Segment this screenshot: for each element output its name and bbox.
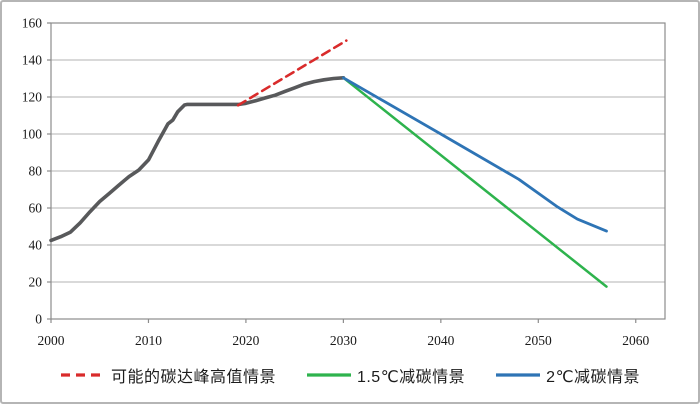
series-line-historical-emissions (49, 76, 346, 243)
series-line-scenario-2c (341, 76, 608, 233)
x-tick-label: 2060 (622, 333, 649, 348)
legend-line-sample-peak-high-scenario (60, 373, 105, 377)
x-tick-label: 2050 (525, 333, 552, 348)
legend-label-scenario-1p5c: 1.5℃减碳情景 (356, 369, 466, 386)
series-line-scenario-1p5c (342, 76, 608, 288)
chart-legend: 可能的碳达峰高值情景 1.5℃减碳情景 2℃减碳情景 (2, 359, 698, 391)
y-tick-label: 0 (35, 312, 42, 327)
x-axis-labels: 2000 2010 2020 2030 2040 2050 2060 (38, 319, 650, 348)
y-tick-label: 20 (29, 275, 43, 290)
legend-item-scenario-1p5c: 1.5℃减碳情景 (306, 363, 465, 387)
y-tick-label: 40 (29, 238, 43, 253)
x-tick-label: 2010 (135, 333, 162, 348)
y-axis-labels: 0 20 40 60 80 100 120 140 160 (22, 16, 51, 327)
legend-item-scenario-2c: 2℃减碳情景 (495, 363, 640, 387)
y-tick-label: 160 (22, 16, 43, 31)
legend-item-peak-high-scenario: 可能的碳达峰高值情景 (60, 363, 276, 387)
x-tick-label: 2040 (427, 333, 454, 348)
legend-line-sample-scenario-2c (496, 373, 541, 377)
y-tick-label: 120 (22, 90, 43, 105)
y-gridlines (51, 22, 665, 320)
x-tick-label: 2000 (38, 333, 65, 348)
x-tick-label: 2020 (232, 333, 259, 348)
y-tick-label: 60 (29, 201, 43, 216)
legend-label-peak-high-scenario: 可能的碳达峰高值情景 (110, 369, 276, 386)
y-tick-label: 80 (29, 164, 43, 179)
y-tick-label: 140 (22, 53, 43, 68)
legend-line-sample-scenario-1p5c (306, 373, 351, 377)
y-tick-label: 100 (22, 127, 43, 142)
series-line-peak-high-scenario (236, 39, 348, 107)
legend-label-scenario-2c: 2℃减碳情景 (546, 369, 641, 386)
x-tick-label: 2030 (330, 333, 357, 348)
